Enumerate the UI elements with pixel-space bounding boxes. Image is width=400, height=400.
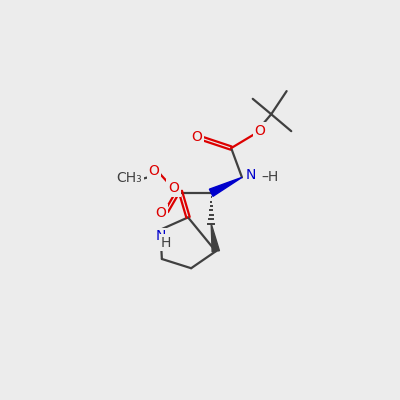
- Text: O: O: [254, 124, 265, 138]
- Text: O: O: [156, 206, 166, 220]
- Text: N: N: [155, 230, 166, 244]
- Text: H: H: [161, 236, 171, 250]
- Text: N: N: [245, 168, 256, 182]
- Text: O: O: [149, 164, 160, 178]
- Text: O: O: [191, 130, 202, 144]
- Polygon shape: [211, 224, 220, 252]
- Text: CH₃: CH₃: [117, 171, 142, 185]
- Polygon shape: [209, 177, 242, 196]
- Text: O: O: [168, 181, 179, 195]
- Text: –H: –H: [261, 170, 278, 184]
